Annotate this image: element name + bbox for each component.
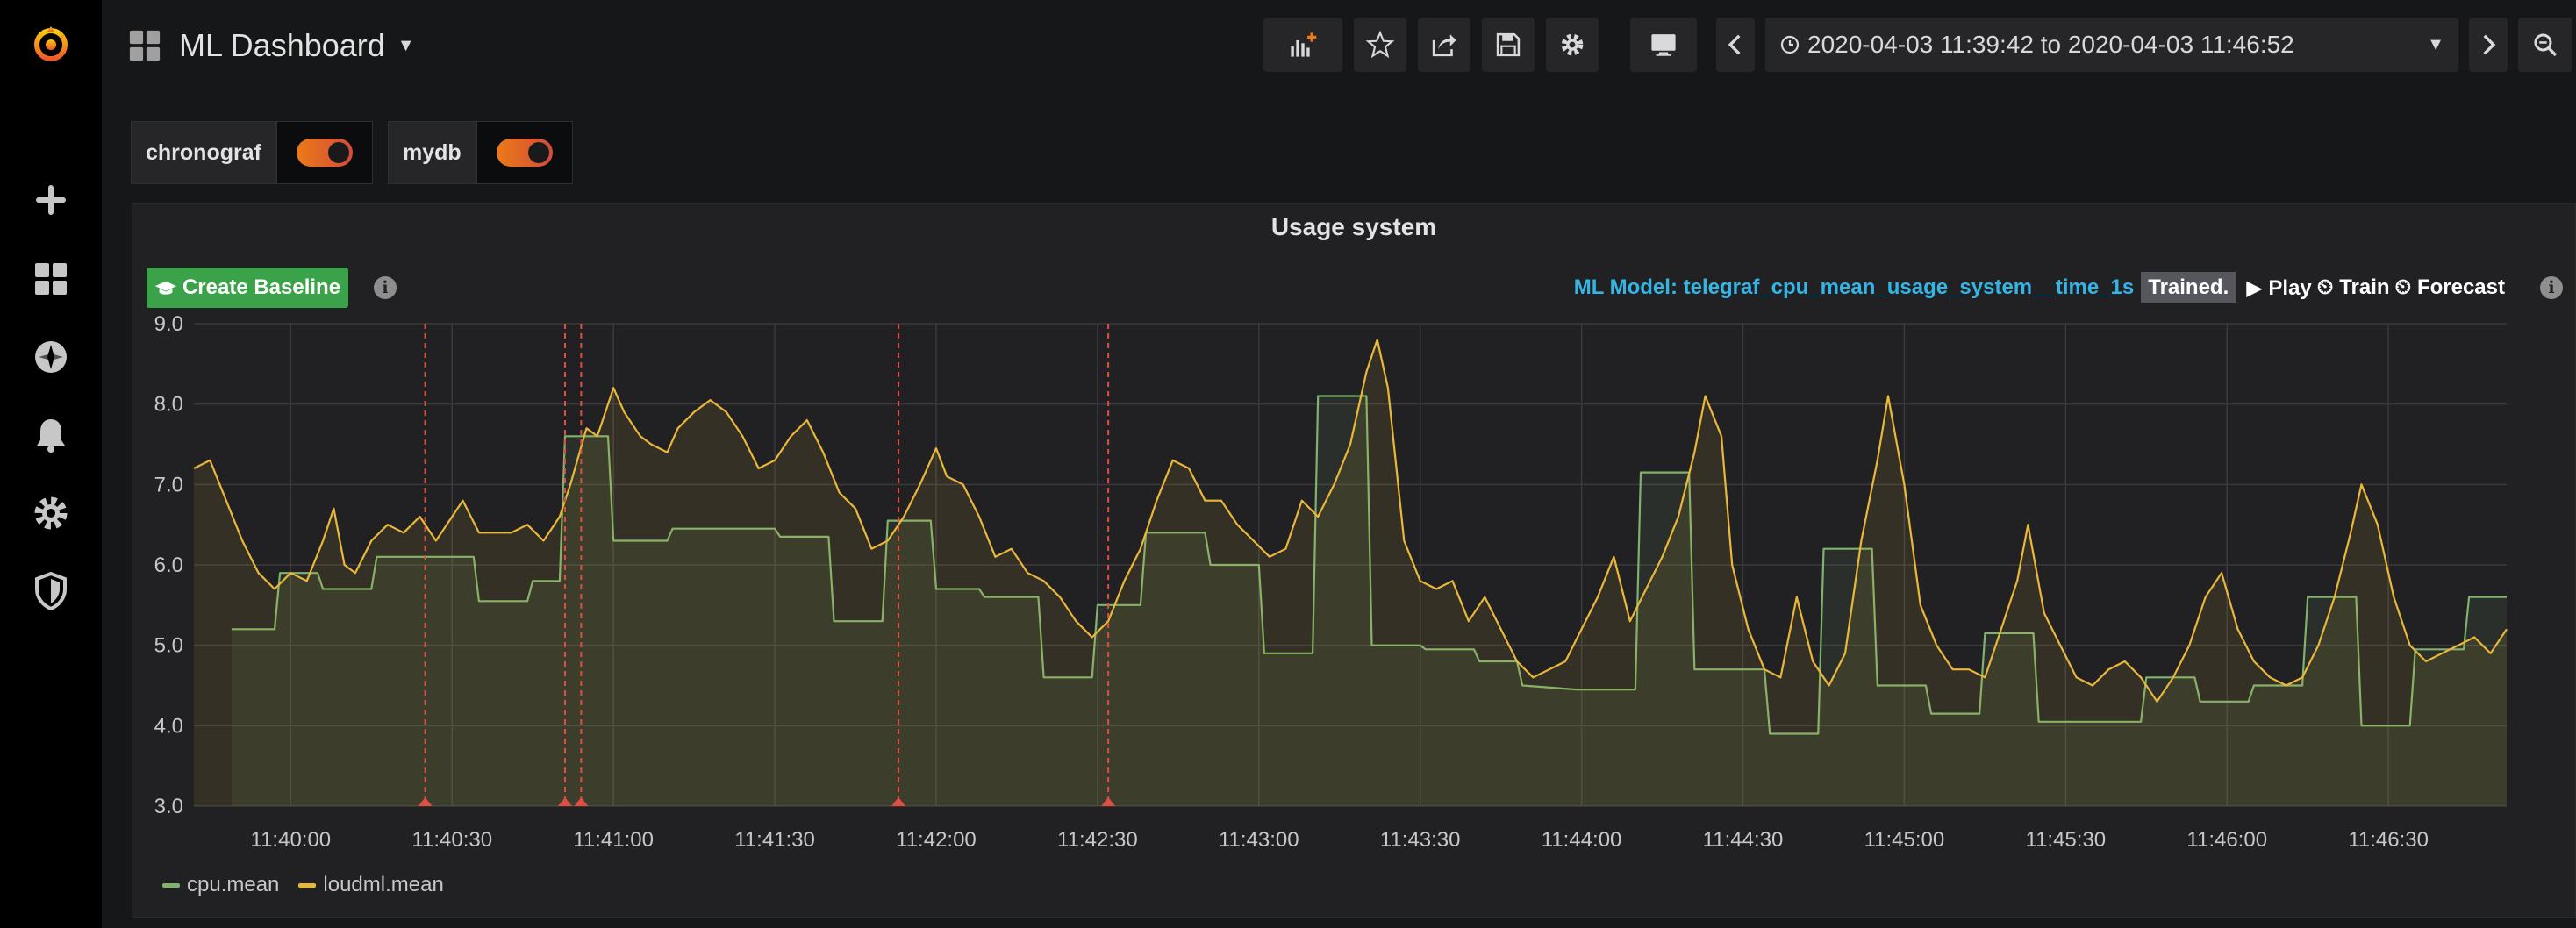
info-icon[interactable]: i <box>2540 276 2563 299</box>
y-tick-label: 8.0 <box>154 393 183 417</box>
legend-swatch <box>298 882 317 888</box>
plus-icon[interactable] <box>25 174 77 226</box>
explore-icon[interactable] <box>25 331 77 383</box>
variable-toggle[interactable] <box>476 121 573 184</box>
series-loudml-mean-area <box>194 339 2507 806</box>
info-icon[interactable]: i <box>374 276 397 299</box>
x-tick-label: 11:40:30 <box>411 828 492 852</box>
legend-item-loudml-mean[interactable]: loudml.mean <box>298 873 444 897</box>
x-tick-label: 11:46:00 <box>2186 828 2267 852</box>
anomaly-marker-triangle <box>891 797 906 806</box>
share-button[interactable] <box>1418 18 1470 72</box>
series-loudml-mean-line <box>193 339 2508 703</box>
usage-system-chart[interactable]: 3.0 4.0 5.0 6.0 7.0 8.0 9.0 11:40:00 11:40:30 11:… <box>132 204 2576 919</box>
alerting-bell-icon[interactable] <box>25 409 77 461</box>
star-icon <box>1365 30 1395 59</box>
x-tick-label: 11:42:30 <box>1057 828 1138 852</box>
variable-label: chronograf <box>131 121 276 184</box>
forecast-button[interactable]: ⏲ Forecast <box>2394 275 2505 299</box>
zoom-out-icon <box>2534 33 2558 57</box>
variable-toggle[interactable] <box>275 121 373 184</box>
x-tick-label: 11:42:00 <box>896 828 977 852</box>
time-range-text: 2020-04-03 11:39:42 to 2020-04-03 11:46:… <box>1807 31 2294 58</box>
save-icon <box>1496 32 1521 57</box>
x-tick-label: 11:45:30 <box>2026 828 2107 852</box>
anomaly-marker-triangle <box>418 797 433 806</box>
clock-icon: ⏲ <box>2316 275 2334 299</box>
zoom-out-button[interactable] <box>2518 18 2572 72</box>
create-baseline-label: Create Baseline <box>182 275 341 299</box>
x-tick-label: 11:43:00 <box>1219 828 1299 852</box>
clock-icon <box>1780 35 1800 54</box>
x-tick-label: 11:44:30 <box>1703 828 1784 852</box>
y-tick-label: 3.0 <box>154 795 183 818</box>
graph-panel: 3.0 4.0 5.0 6.0 7.0 8.0 9.0 11:40:00 11:40:30 11:… <box>132 203 2576 918</box>
time-back-icon <box>1728 34 1741 55</box>
series-cpu-mean-area <box>231 396 2508 806</box>
time-back-button[interactable] <box>1716 18 1755 72</box>
train-button[interactable]: ⏲ Train <box>2316 275 2390 299</box>
variable-chronograf: chronograf <box>131 121 373 184</box>
chart-legend: cpu.mean loudml.mean <box>162 873 463 897</box>
panel-title[interactable]: Usage system <box>1270 213 1437 240</box>
graduation-cap-icon <box>154 281 177 295</box>
toggle-switch <box>496 139 553 167</box>
ml-status-badge: Trained. <box>2141 272 2236 303</box>
y-tick-label: 9.0 <box>154 312 183 336</box>
series-cpu-mean-line <box>231 395 2507 735</box>
variable-mydb: mydb <box>388 121 573 184</box>
legend-label: loudml.mean <box>323 873 444 896</box>
x-tick-label: 11:41:00 <box>573 828 654 852</box>
add-panel-icon <box>1291 32 1317 57</box>
ml-model-bar: ML Model: telegraf_cpu_mean_usage_system… <box>1574 268 2505 308</box>
settings-gear-icon <box>1561 33 1584 56</box>
play-icon: ▶ <box>2246 275 2263 300</box>
configuration-gear-icon[interactable] <box>25 487 77 539</box>
dashboard-title: ML Dashboard <box>179 27 385 63</box>
tv-mode-button[interactable] <box>1630 18 1697 72</box>
legend-label: cpu.mean <box>187 873 280 896</box>
legend-item-cpu-mean[interactable]: cpu.mean <box>162 873 279 897</box>
x-tick-label: 11:41:30 <box>734 828 815 852</box>
x-tick-label: 11:45:00 <box>1864 828 1945 852</box>
time-range-picker[interactable]: 2020-04-03 11:39:42 to 2020-04-03 11:46:… <box>1765 18 2458 72</box>
clock-icon: ⏲ <box>2394 275 2412 299</box>
y-tick-label: 7.0 <box>154 473 183 496</box>
legend-swatch <box>162 882 180 888</box>
save-button[interactable] <box>1482 18 1535 72</box>
caret-down-icon: ▼ <box>2427 34 2444 54</box>
y-tick-label: 6.0 <box>154 553 183 577</box>
dashboard-picker[interactable]: ML Dashboard ▼ <box>128 19 415 72</box>
caret-down-icon: ▼ <box>397 35 415 55</box>
dashboards-grid-icon <box>129 30 161 61</box>
tv-mode-icon <box>1651 34 1676 56</box>
grafana-logo-icon[interactable] <box>25 18 77 70</box>
server-admin-shield-icon[interactable] <box>25 565 77 617</box>
time-forward-icon <box>2483 34 2496 55</box>
x-tick-label: 11:44:00 <box>1542 828 1622 852</box>
anomaly-marker-triangle <box>574 797 589 806</box>
share-icon <box>1432 34 1456 57</box>
x-tick-label: 11:40:00 <box>251 828 332 852</box>
dashboards-icon[interactable] <box>25 253 77 305</box>
y-tick-label: 4.0 <box>154 714 183 738</box>
anomaly-marker-triangle <box>557 797 572 806</box>
ml-model-link[interactable]: ML Model: telegraf_cpu_mean_usage_system… <box>1573 275 2135 299</box>
star-button[interactable] <box>1354 18 1406 72</box>
sidebar <box>0 0 102 928</box>
create-baseline-button[interactable]: Create Baseline <box>147 268 348 308</box>
x-tick-label: 11:46:30 <box>2348 828 2429 852</box>
play-button[interactable]: ▶ Play <box>2246 275 2312 300</box>
time-forward-button[interactable] <box>2469 18 2508 72</box>
x-tick-label: 11:43:30 <box>1380 828 1461 852</box>
toggle-switch <box>296 139 353 167</box>
y-tick-label: 5.0 <box>154 634 183 658</box>
add-panel-button[interactable] <box>1263 18 1342 72</box>
anomaly-marker-triangle <box>1101 797 1116 806</box>
settings-button[interactable] <box>1546 18 1599 72</box>
variable-label: mydb <box>388 121 476 184</box>
top-navbar: ML Dashboard ▼ 2020-04-03 11:39:42 to 20… <box>102 0 2576 96</box>
